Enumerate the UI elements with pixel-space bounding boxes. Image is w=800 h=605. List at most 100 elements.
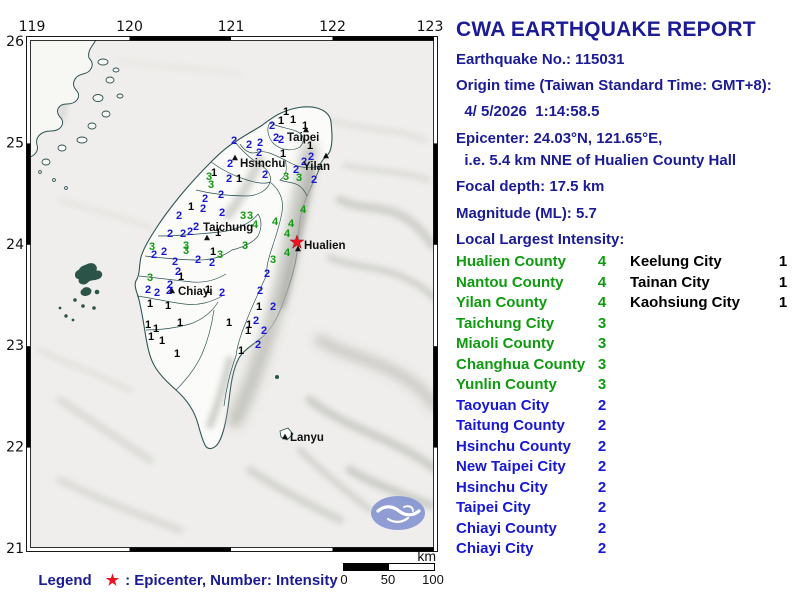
mainland-coast (30, 40, 97, 158)
intensity-row: Hsinchu City 2 (456, 478, 606, 499)
map-intensity-number: 3 (206, 171, 212, 183)
city-label: Yilan (303, 161, 330, 173)
map-legend: Legend ★: Epicenter, Number: Intensity (30, 554, 338, 589)
map-intensity-number: 1 (226, 317, 232, 329)
lat-tick-label: 25 (6, 135, 24, 151)
info-line: 4/ 5/2026 1:14:58.5 (456, 103, 600, 120)
map-intensity-number: 2 (257, 285, 263, 297)
intensity-value: 3 (597, 355, 607, 373)
intensity-row: Taipei City 2 (456, 498, 606, 519)
map-intensity-number: 3 (242, 240, 248, 252)
map-intensity-number: 2 (219, 207, 225, 219)
intensity-row: Kaohsiung City 1 (630, 293, 787, 314)
map-intensity-number: 2 (262, 169, 268, 181)
scalebar-tick-50: 50 (380, 572, 396, 587)
epicenter-star-icon: ★ (105, 572, 120, 589)
intensity-row: Chiayi City 2 (456, 539, 606, 560)
frame-inner (30, 40, 434, 548)
info-line: i.e. 5.4 km NNE of Hualien County Hall (456, 152, 737, 169)
region-name: Taipei City (456, 499, 531, 516)
intensity-value: 2 (597, 396, 607, 414)
map-intensity-number: 2 (145, 284, 151, 296)
intensity-row: Yunlin County 3 (456, 375, 606, 396)
map-intensity-number: 2 (200, 203, 206, 215)
region-name: Taichung City (456, 314, 555, 332)
map-intensity-number: 2 (151, 249, 157, 261)
map-intensity-number: 2 (273, 132, 279, 144)
city-marker-icon (169, 287, 175, 294)
map-intensity-number: 1 (238, 345, 244, 357)
map-intensity-number: 2 (176, 210, 182, 222)
info-line: Local Largest Intensity: (456, 231, 625, 248)
map-intensity-number: 4 (288, 218, 295, 230)
region-name: Nantou County (456, 273, 564, 291)
intensity-value: 2 (597, 437, 607, 455)
intensity-row: Tainan City 1 (630, 273, 787, 294)
map-intensity-number: 1 (236, 173, 242, 185)
lon-tick-label: 122 (319, 19, 346, 35)
epicenter-star-glyph: ★ (289, 232, 305, 252)
map-intensity-number: 4 (300, 204, 307, 216)
map-intensity-number: 2 (226, 173, 232, 185)
intensity-row: Chiayi County 2 (456, 519, 606, 540)
map-intensity-number: 1 (148, 331, 154, 343)
bathymetry-texture (36, 56, 434, 534)
map-intensity-number: 2 (154, 287, 160, 299)
intensity-row: Changhua County 3 (456, 355, 606, 376)
intensity-value: 2 (597, 458, 607, 475)
map-intensity-number: 2 (172, 256, 178, 268)
map-intensity-number: 2 (193, 221, 199, 233)
map-intensity-number: 2 (257, 137, 263, 149)
map-intensity-number: 2 (161, 246, 167, 258)
intensity-row: Taitung County 2 (456, 416, 606, 437)
region-name: Taoyuan City (456, 396, 550, 414)
intensity-row: Hualien County 4 (456, 252, 606, 273)
map-intensity-number: 1 (280, 148, 286, 160)
region-name: Chiayi City (456, 540, 534, 557)
lat-tick-label: 24 (6, 237, 24, 253)
map-intensity-number: 1 (165, 300, 171, 312)
map-intensity-number: 3 (183, 245, 189, 257)
legend-text: : Epicenter, Number: Intensity (125, 572, 338, 589)
map-intensity-number: 1 (210, 246, 216, 258)
map-intensity-number: 3 (208, 179, 214, 191)
map-intensity-number: 2 (246, 139, 252, 151)
region-name: Kaohsiung City (630, 294, 741, 311)
map-intensity-number: 2 (264, 268, 270, 280)
map-intensity-number: 2 (209, 257, 215, 269)
green-island (275, 375, 279, 379)
map-intensity-number: 2 (253, 315, 259, 327)
intensity-row: Miaoli County 3 (456, 334, 606, 355)
intensity-row: New Taipei City 2 (456, 457, 606, 478)
city-marker-icon (323, 152, 329, 159)
lat-tick-label: 21 (6, 541, 24, 557)
map-intensity-number: 2 (167, 228, 173, 240)
region-name: Hsinchu City (456, 478, 548, 496)
map-intensity-number: 2 (195, 254, 201, 266)
map-intensity-number: 1 (147, 298, 153, 310)
city-marker-icon (282, 433, 288, 440)
city-label: Hsinchu (240, 158, 285, 170)
map-intensity-number: 1 (256, 301, 262, 313)
map-intensity-number: 2 (180, 228, 186, 240)
intensity-value: 3 (597, 376, 607, 393)
lat-tick-label: 23 (6, 338, 24, 354)
region-name: Tainan City (630, 273, 710, 291)
lat-tick-label: 26 (6, 34, 24, 50)
region-name: Hsinchu County (456, 437, 571, 455)
map-intensity-number: 1 (246, 319, 252, 331)
region-name: Taitung County (456, 417, 565, 434)
map-intensity-number: 4 (272, 216, 279, 228)
map-intensity-number: 3 (240, 210, 246, 222)
map-intensity-number: 2 (231, 135, 237, 147)
lon-tick-label: 120 (116, 19, 143, 35)
city-marker-icon (204, 234, 210, 241)
map-intensity-number: 1 (215, 227, 221, 239)
city-label: Lanyu (290, 432, 324, 444)
map-intensity-number: 1 (278, 115, 284, 127)
mainland-islands (38, 58, 124, 190)
